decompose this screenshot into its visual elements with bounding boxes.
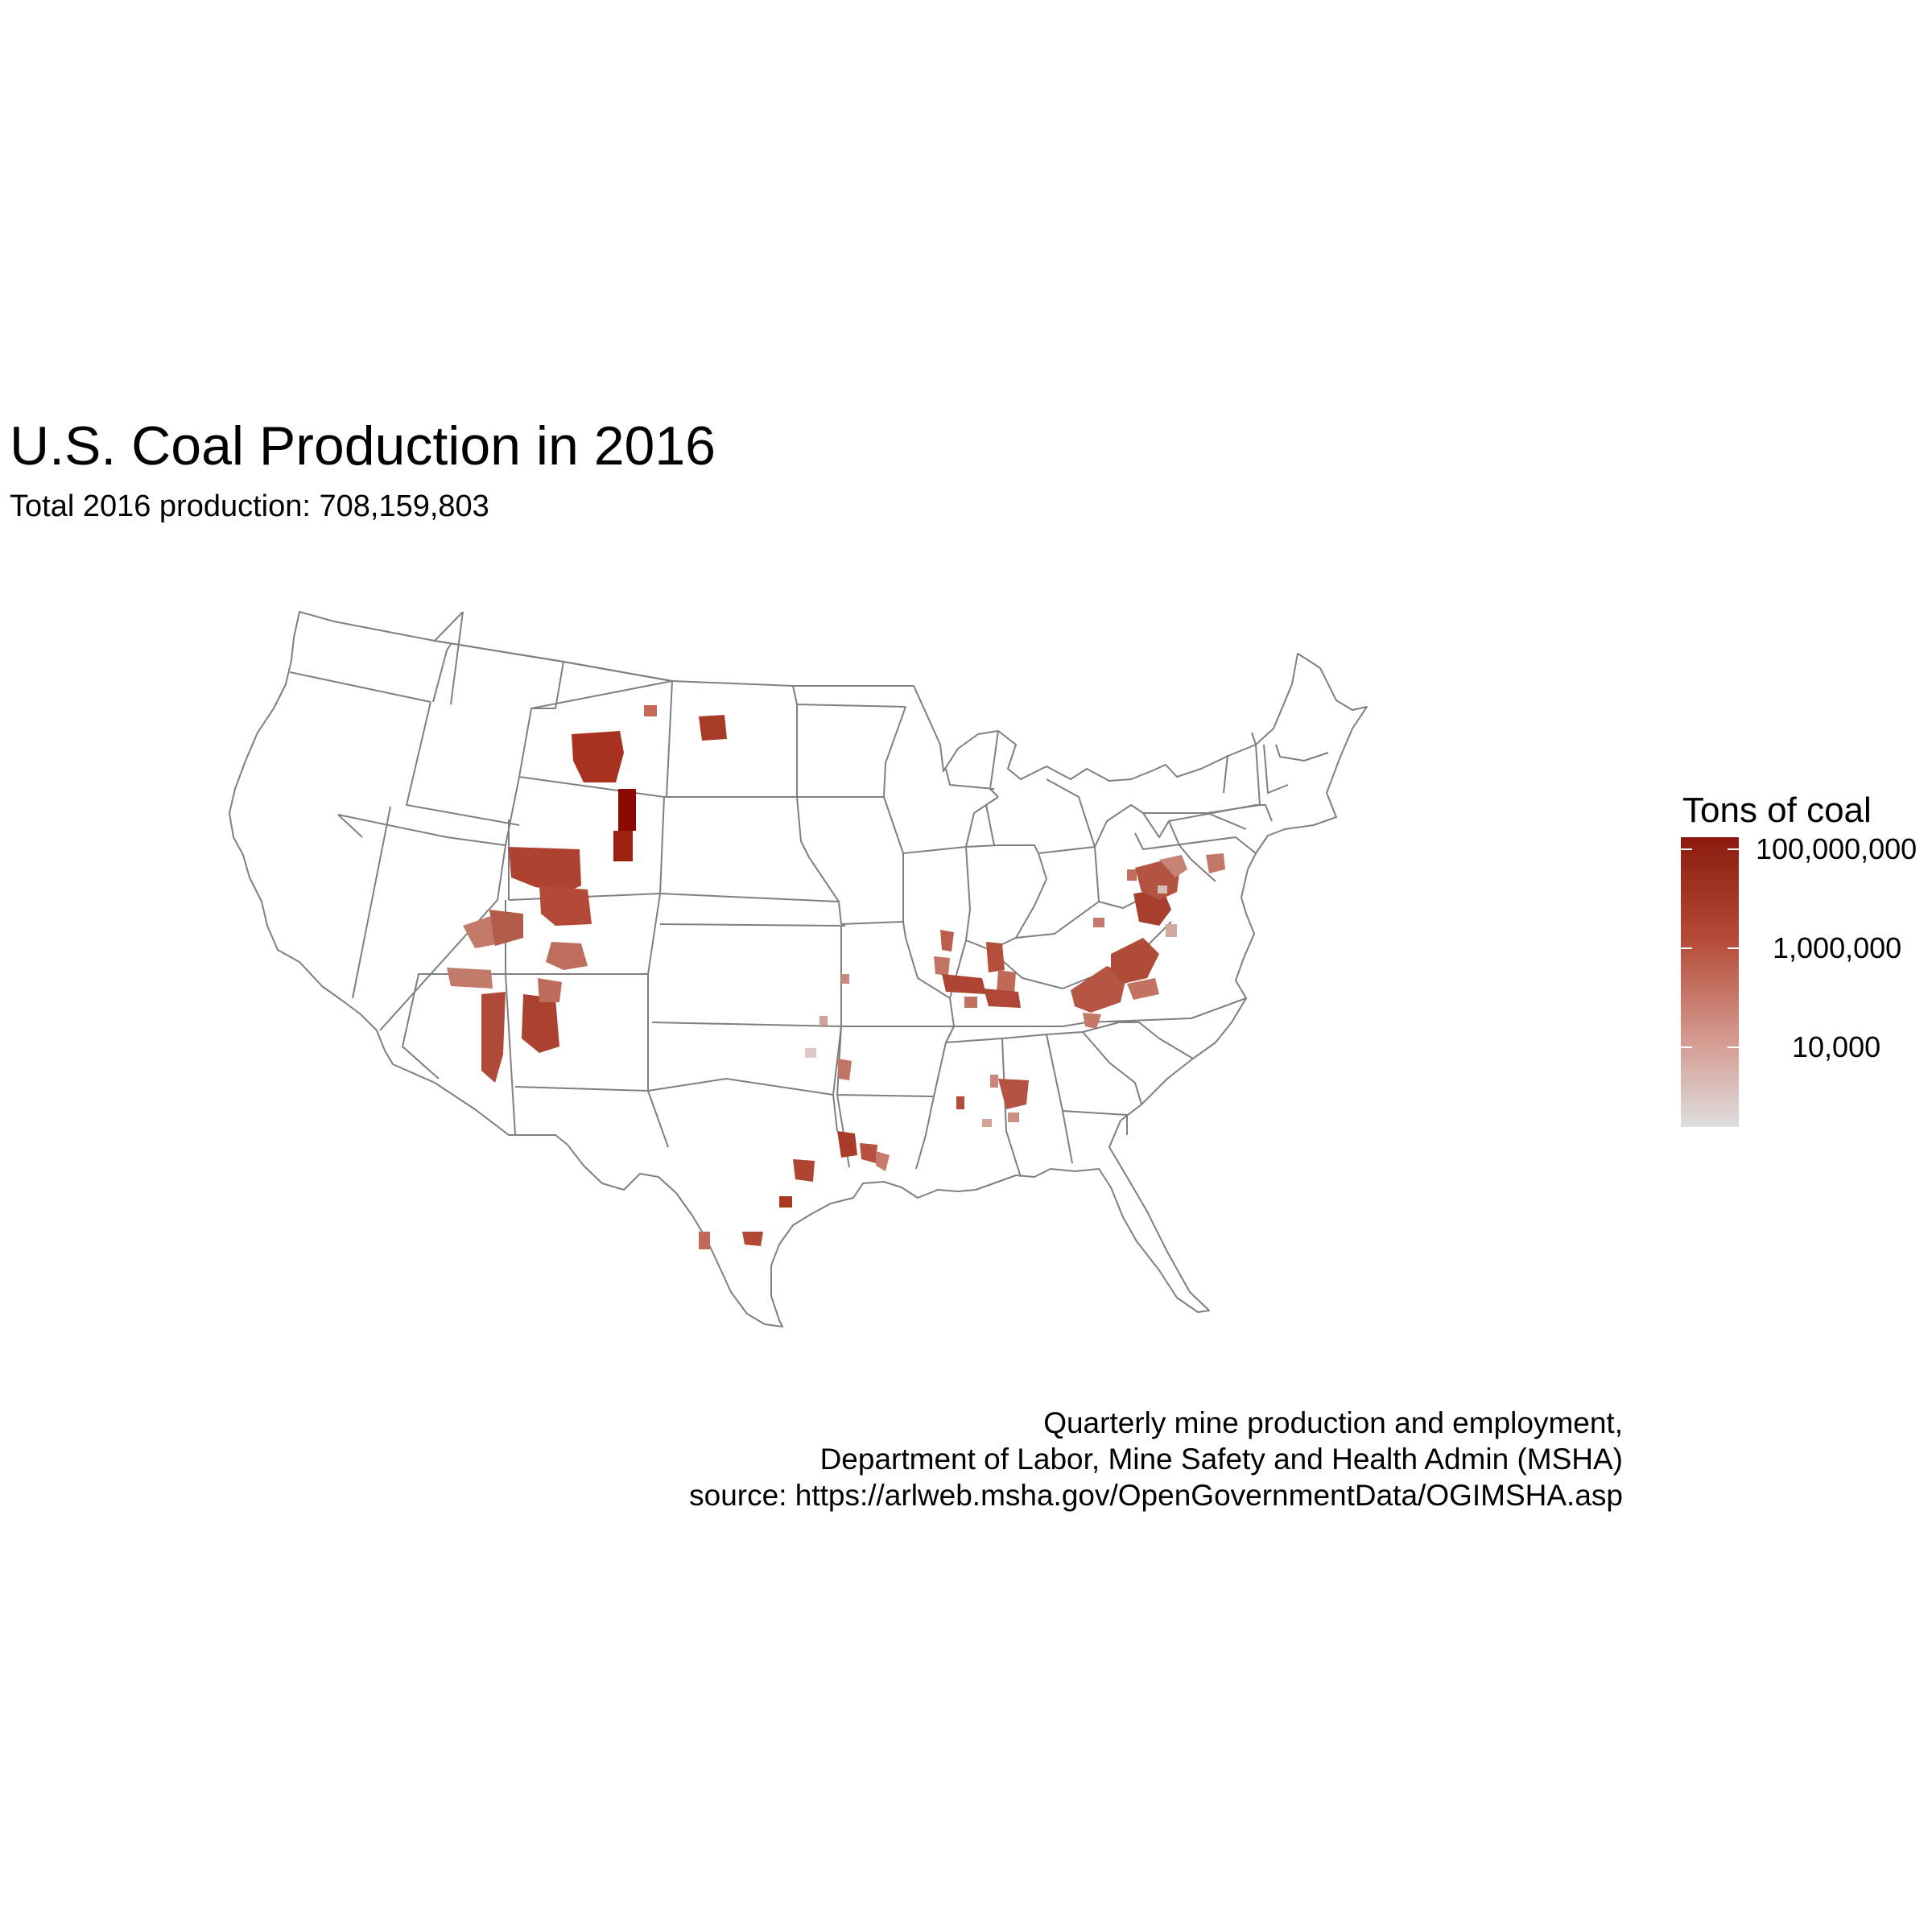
county-wv-3 [1166, 924, 1177, 937]
county-mckinley-nm [538, 978, 562, 1002]
source-caption: Quarterly mine production and employment… [689, 1405, 1623, 1513]
county-utah-west [463, 914, 501, 948]
legend-tick-mid-left [1681, 947, 1692, 949]
county-pa-2 [1158, 886, 1167, 894]
county-ms-1 [956, 1096, 964, 1109]
coal-counties [447, 705, 1225, 1249]
county-converse-wy [613, 831, 633, 861]
legend-tick-low-right [1728, 1046, 1739, 1048]
county-il-1 [940, 930, 954, 952]
county-wv-south [1111, 938, 1159, 984]
county-ky-west-2 [964, 997, 977, 1008]
legend-label-100m: 100,000,000 [1756, 832, 1918, 865]
county-al-1 [998, 1079, 1029, 1109]
county-e-ky [1071, 966, 1127, 1013]
county-utah-south [447, 968, 493, 989]
county-ar-1 [841, 974, 849, 984]
county-tx-robertson [793, 1159, 815, 1182]
legend-label-10k: 10,000 [1792, 1030, 1881, 1063]
caption-line-2: Department of Labor, Mine Safety and Hea… [819, 1443, 1623, 1476]
county-sweetwater-wy [509, 847, 581, 892]
legend-tick-high-right [1728, 848, 1739, 850]
county-il-2 [934, 956, 950, 976]
county-in-2 [997, 970, 1016, 994]
county-tx-maverick [699, 1232, 710, 1249]
county-e-ky-2 [1083, 1013, 1101, 1029]
county-oh-1 [1093, 918, 1104, 927]
us-outline [229, 611, 1368, 1327]
legend-title: Tons of coal [1682, 791, 1872, 830]
county-navajo-az [481, 992, 506, 1083]
county-moffat-co [539, 886, 592, 926]
county-la-desoto [860, 1143, 877, 1163]
county-ky-west [984, 989, 1021, 1008]
map-subtitle: Total 2016 production: 708,159,803 [10, 489, 489, 523]
county-al-4 [982, 1119, 992, 1127]
county-al-3 [1008, 1113, 1019, 1122]
county-va-sw [1127, 978, 1159, 1000]
county-oh-2 [1127, 869, 1137, 881]
county-carbon-ut [489, 910, 523, 946]
county-campbell-wy [618, 789, 636, 831]
state-borders [229, 611, 1368, 1327]
legend-label-1m: 1,000,000 [1773, 931, 1902, 964]
county-al-2 [990, 1075, 998, 1088]
county-san-juan-nm [522, 994, 559, 1053]
county-tx-milam [779, 1196, 792, 1208]
legend-tick-low-left [1681, 1046, 1692, 1048]
county-pa-east [1206, 853, 1225, 873]
caption-line-1: Quarterly mine production and employment… [1043, 1406, 1623, 1439]
county-mercer-nd [699, 715, 727, 741]
county-in-1 [986, 942, 1005, 972]
county-tx-harrison [837, 1131, 857, 1158]
caption-line-3: source: https://arlweb.msha.gov/OpenGove… [689, 1479, 1623, 1512]
county-pa-central [1159, 855, 1187, 877]
county-pa-west [1135, 860, 1179, 900]
legend-tick-high-left [1681, 848, 1692, 850]
county-delta-co [546, 942, 588, 970]
legend-colorbar [1681, 837, 1739, 1127]
map-title: U.S. Coal Production in 2016 [10, 415, 716, 477]
county-ok-2 [805, 1048, 816, 1058]
county-il-south [942, 974, 986, 994]
county-ok-3 [837, 1059, 852, 1080]
legend-tick-mid-right [1728, 947, 1739, 949]
county-la-2 [876, 1151, 890, 1171]
county-bighorn-mt [572, 731, 624, 782]
county-ok-1 [819, 1016, 828, 1026]
county-richland-mt [644, 705, 657, 716]
county-tx-atascosa [742, 1232, 763, 1246]
